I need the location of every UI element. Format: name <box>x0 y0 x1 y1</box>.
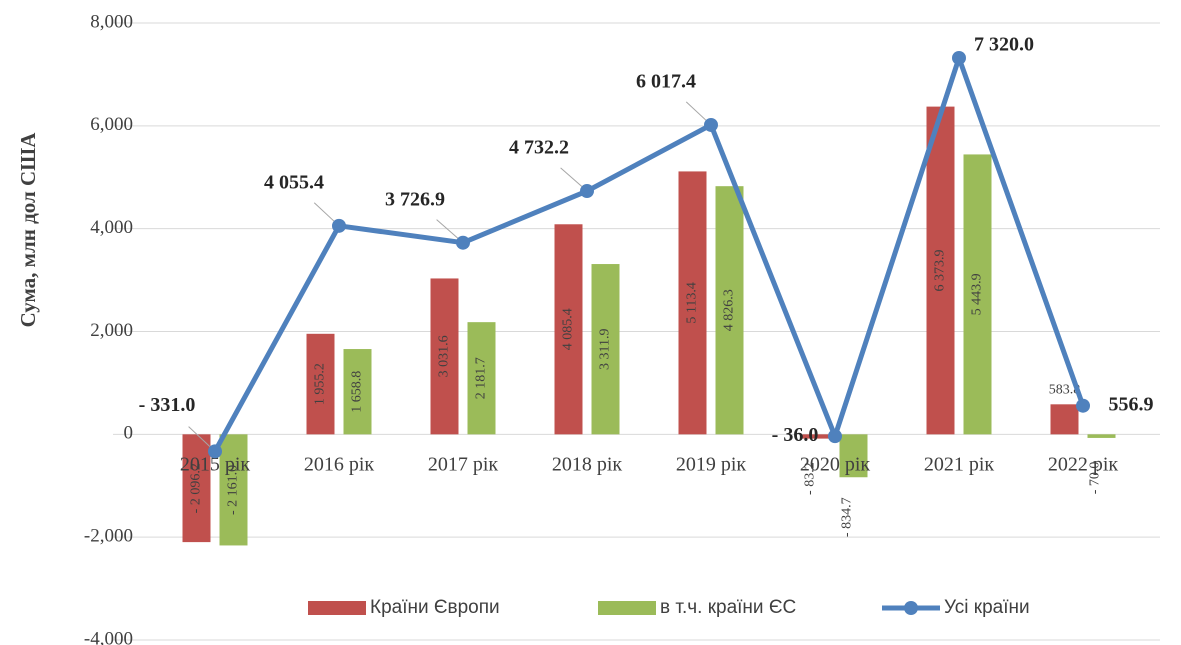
bar-value-label: 6 373.9 <box>933 249 948 291</box>
bar-value-label: - 2 161.0 <box>226 465 241 515</box>
bar <box>802 434 831 439</box>
line-point <box>580 184 594 199</box>
x-tick-label: 2021 рік <box>924 454 995 476</box>
line-point <box>704 117 718 132</box>
legend-marker <box>904 601 918 615</box>
bar <box>926 106 955 435</box>
bar-value-label: 4 085.4 <box>561 308 576 350</box>
y-tick-label: 4,000 <box>90 217 133 238</box>
legend-label: в т.ч. країни ЄС <box>660 597 796 618</box>
bar-value-label: 2 181.7 <box>474 357 489 399</box>
x-tick-label: 2017 рік <box>428 454 499 476</box>
bar <box>182 434 211 543</box>
bar-value-label: - 70.0 <box>1088 462 1103 495</box>
bar-value-label: 3 311.9 <box>598 328 613 369</box>
bar-value-label: 1 955.2 <box>313 363 328 405</box>
y-tick-label: 2,000 <box>90 320 133 341</box>
bar <box>219 434 248 546</box>
line-series <box>212 55 1086 453</box>
line-point <box>208 444 222 459</box>
line-point <box>1076 398 1090 413</box>
x-tick-label: 2022 рік <box>1048 454 1119 476</box>
bar-value-label: 583.8 <box>1049 383 1081 398</box>
bar <box>963 154 992 435</box>
y-tick-label: 8,000 <box>90 11 133 32</box>
legend-swatch <box>308 601 366 615</box>
line-value-label: - 331.0 <box>139 394 196 416</box>
x-tick-label: 2016 рік <box>304 454 375 476</box>
x-tick-label: 2020 рік <box>800 454 871 476</box>
y-tick-label: -2,000 <box>84 526 133 547</box>
x-tick-label: 2019 рік <box>676 454 747 476</box>
bar-value-label: 4 826.3 <box>722 289 737 331</box>
bar <box>715 186 744 435</box>
bar <box>678 171 707 435</box>
x-tick-label: 2018 рік <box>552 454 623 476</box>
bar <box>1050 404 1079 435</box>
bar <box>554 224 583 435</box>
line-value-label: 6 017.4 <box>636 71 696 93</box>
legend-label: Країни Європи <box>370 597 500 618</box>
bar <box>839 434 868 478</box>
bar <box>591 264 620 435</box>
bar-value-label: 1 658.8 <box>350 371 365 413</box>
line-value-label: 3 726.9 <box>385 188 445 210</box>
line-point <box>828 429 842 444</box>
bar <box>306 333 335 435</box>
line-value-label: 4 732.2 <box>509 137 569 159</box>
y-tick-label: 0 <box>124 423 134 444</box>
x-tick-label: 2015 рік <box>180 454 251 476</box>
line-point <box>456 235 470 250</box>
line-value-label: 556.9 <box>1109 393 1154 415</box>
bar <box>467 322 496 435</box>
bar-value-label: 5 113.4 <box>685 282 700 323</box>
y-tick-label: -4,000 <box>84 628 133 645</box>
line-value-label: 4 055.4 <box>264 171 324 193</box>
line-point <box>952 50 966 65</box>
y-tick-label: 6,000 <box>90 114 133 135</box>
bar-value-label: - 834.7 <box>840 497 855 537</box>
line-value-label: 7 320.0 <box>974 34 1034 56</box>
bar-value-label: - 2 096.2 <box>189 463 204 513</box>
bar <box>343 349 372 435</box>
bar-value-label: 3 031.6 <box>437 335 452 377</box>
legend-swatch <box>598 601 656 615</box>
bar-value-label: 5 443.9 <box>970 273 985 315</box>
line-point <box>332 218 346 233</box>
y-axis-label: Сума, млн дол США <box>16 132 40 328</box>
bar <box>1087 434 1116 438</box>
legend-label: Усі країни <box>944 597 1030 618</box>
bar <box>430 278 459 435</box>
bar-value-label: - 83.2 <box>803 462 818 495</box>
line-value-label: - 36.0 <box>772 424 819 446</box>
